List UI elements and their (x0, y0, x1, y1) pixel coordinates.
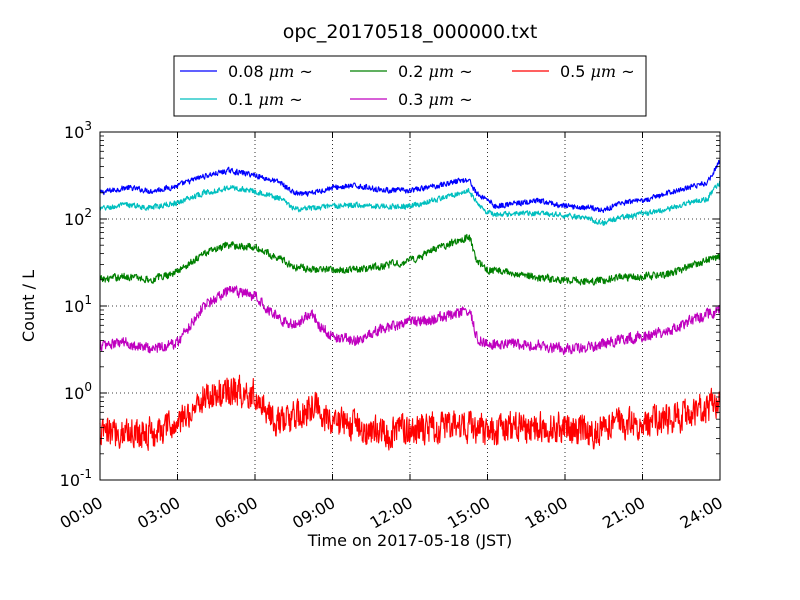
legend-label-size: 0.3 (398, 90, 429, 109)
legend-label-suffix: ~ (284, 90, 303, 109)
legend-label: 0.08 μm ~ (228, 62, 313, 81)
y-tick-base: 10 (60, 471, 80, 490)
legend-box (173, 55, 647, 117)
y-tick-base: 10 (64, 297, 84, 316)
y-tick-label: 102 (64, 206, 92, 229)
y-tick-base: 10 (64, 210, 84, 229)
y-tick-label: 10-1 (60, 467, 92, 490)
legend-label: 0.2 μm ~ (398, 62, 473, 81)
y-tick-label: 103 (64, 119, 92, 142)
y-tick-label: 101 (64, 293, 92, 316)
y-tick-exponent: 0 (84, 380, 92, 394)
legend-label: 0.1 μm ~ (228, 90, 303, 109)
legend: 0.08 μm ~0.1 μm ~0.2 μm ~0.3 μm ~0.5 μm … (173, 55, 647, 117)
legend-label: 0.3 μm ~ (398, 90, 473, 109)
legend-label-size: 0.2 (398, 62, 429, 81)
y-tick-base: 10 (64, 123, 84, 142)
series-line-2 (99, 233, 721, 286)
series-line-4 (99, 374, 721, 451)
legend-label: 0.5 μm ~ (560, 62, 635, 81)
series-lines (99, 159, 721, 451)
legend-label-unit: μm (591, 62, 617, 81)
y-tick-label: 100 (64, 380, 92, 403)
legend-label-unit: μm (269, 62, 295, 81)
legend-label-suffix: ~ (454, 90, 473, 109)
y-tick-exponent: 3 (84, 119, 92, 133)
legend-label-unit: μm (259, 90, 285, 109)
y-tick-exponent: -1 (80, 467, 92, 481)
series-line-0 (99, 159, 721, 214)
y-axis-label: Count / L (19, 270, 38, 342)
y-tick-exponent: 1 (84, 293, 92, 307)
legend-item: 0.3 μm ~ (350, 90, 473, 109)
legend-item: 0.08 μm ~ (180, 62, 313, 81)
legend-label-suffix: ~ (454, 62, 473, 81)
legend-label-unit: μm (429, 90, 455, 109)
legend-item: 0.2 μm ~ (350, 62, 473, 81)
legend-label-size: 0.08 (228, 62, 269, 81)
legend-label-suffix: ~ (294, 62, 313, 81)
series-line-3 (99, 285, 721, 356)
legend-item: 0.5 μm ~ (512, 62, 635, 81)
y-tick-base: 10 (64, 384, 84, 403)
x-axis-label: Time on 2017-05-18 (JST) (307, 531, 512, 550)
series-line-1 (99, 180, 721, 226)
legend-label-size: 0.1 (228, 90, 259, 109)
legend-item: 0.1 μm ~ (180, 90, 303, 109)
y-tick-exponent: 2 (84, 206, 92, 220)
legend-label-unit: μm (429, 62, 455, 81)
legend-label-size: 0.5 (560, 62, 591, 81)
legend-label-suffix: ~ (616, 62, 635, 81)
chart-title: opc_20170518_000000.txt (283, 21, 538, 43)
